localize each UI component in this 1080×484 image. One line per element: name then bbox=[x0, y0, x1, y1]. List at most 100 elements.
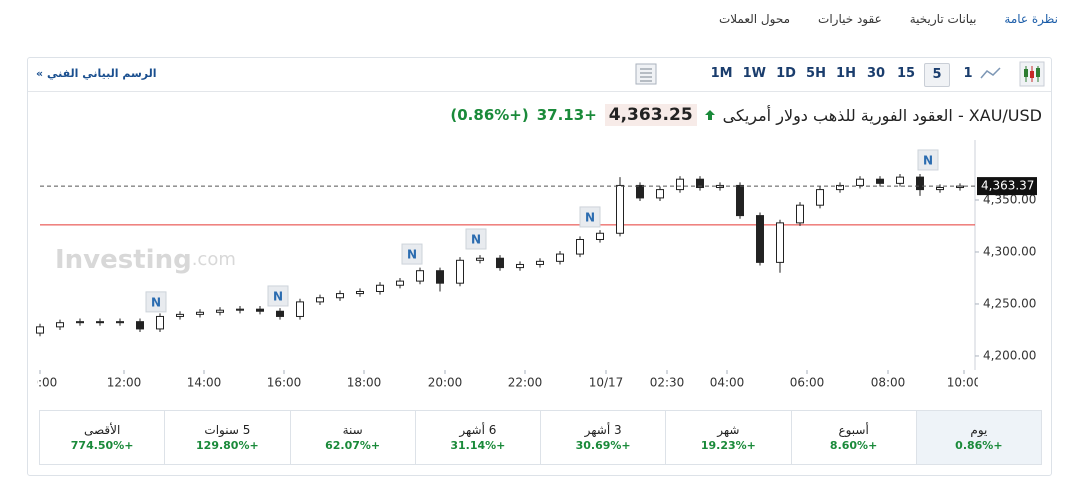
y-tick-label: 4,350.00 bbox=[983, 192, 1036, 206]
period-label: سنة bbox=[342, 423, 363, 437]
news-marker-label: N bbox=[923, 153, 933, 167]
candle-body bbox=[216, 309, 224, 313]
news-marker-label: N bbox=[407, 248, 417, 262]
candle-body bbox=[196, 311, 204, 315]
candle-body bbox=[756, 215, 764, 263]
up-arrow bbox=[704, 110, 715, 120]
period-label: أسبوع bbox=[838, 423, 869, 437]
candle-body bbox=[356, 290, 364, 295]
candle-body bbox=[496, 257, 504, 269]
x-tick-label: 10:00 bbox=[947, 376, 982, 390]
candle-body bbox=[636, 184, 644, 199]
separator bbox=[28, 91, 1051, 92]
candle-body bbox=[656, 189, 664, 199]
candle-body bbox=[536, 260, 544, 265]
candle-body bbox=[56, 322, 64, 328]
period-change: +129.80% bbox=[196, 439, 259, 452]
x-tick-label: 04:00 bbox=[710, 376, 745, 390]
candle-body bbox=[376, 284, 384, 292]
candle-body bbox=[316, 297, 324, 303]
performance-cell: 6 أشهر +31.14% bbox=[414, 411, 540, 464]
tab[interactable]: بيانات تاريخية bbox=[909, 12, 977, 26]
tabs: نظرة عامة بيانات تاريخية عقود خيارات محو… bbox=[719, 12, 1058, 26]
x-tick-label: 20:00 bbox=[428, 376, 463, 390]
period-change: +774.50% bbox=[70, 439, 134, 452]
period-change: +62.07% bbox=[325, 439, 381, 452]
candle-body bbox=[936, 187, 944, 191]
x-tick-label: 12:00 bbox=[107, 376, 142, 390]
x-tick-label: 02:30 bbox=[650, 376, 685, 390]
interval-button[interactable]: 1M bbox=[710, 66, 733, 81]
period-label: يوم bbox=[970, 423, 988, 437]
news-marker[interactable] bbox=[917, 149, 939, 171]
period-label: 5 سنوات bbox=[204, 423, 251, 437]
interval-button[interactable]: 1 bbox=[963, 66, 973, 81]
candle-body bbox=[96, 321, 104, 324]
candle-body bbox=[856, 178, 864, 186]
tab[interactable]: محول العملات bbox=[718, 12, 791, 26]
period-change: +8.60% bbox=[829, 439, 878, 452]
news-marker-label: N bbox=[585, 210, 595, 224]
candle-body bbox=[696, 178, 704, 189]
interval-button[interactable]: 1D bbox=[776, 66, 796, 81]
candle-body bbox=[576, 239, 584, 255]
last-price-box bbox=[977, 177, 1037, 196]
quote: XAU/USD - العقود الفورية للذهب دولار أمر… bbox=[450, 104, 1042, 126]
candle-body bbox=[616, 184, 624, 234]
change-pct: (+0.86%) bbox=[450, 106, 529, 124]
news-marker[interactable] bbox=[401, 243, 423, 265]
news-marker[interactable] bbox=[465, 228, 487, 250]
candle-body bbox=[896, 176, 904, 184]
x-tick-label: 14:00 bbox=[187, 376, 222, 390]
interval-button[interactable]: 30 bbox=[866, 66, 886, 81]
x-tick-label: 18:00 bbox=[347, 376, 382, 390]
interval-button[interactable]: 1W bbox=[742, 66, 766, 81]
performance-cell: الأقصى +774.50% bbox=[40, 411, 164, 464]
news-marker[interactable] bbox=[267, 285, 289, 307]
x-tick-label: 22:00 bbox=[508, 376, 543, 390]
candle-body bbox=[596, 232, 604, 241]
news-marker[interactable] bbox=[579, 206, 601, 228]
x-tick-label: 08:00 bbox=[871, 376, 906, 390]
interval-button[interactable]: 15 bbox=[896, 66, 916, 81]
period-change: +30.69% bbox=[575, 439, 631, 452]
candle-body bbox=[176, 313, 184, 317]
interval-button[interactable]: 1H bbox=[836, 66, 856, 81]
period-change: +0.86% bbox=[955, 439, 1003, 452]
candle-body bbox=[416, 270, 424, 282]
y-tick-label: 4,300.00 bbox=[983, 244, 1036, 258]
price: 4,363.25 bbox=[604, 104, 697, 126]
x-tick-label: 06:00 bbox=[790, 376, 825, 390]
candle-body bbox=[816, 189, 824, 206]
watermark-suffix: .com bbox=[192, 249, 236, 270]
candle-body bbox=[776, 222, 784, 263]
performance-cell: شهر +19.23% bbox=[665, 411, 790, 464]
y-tick-label: 4,250.00 bbox=[983, 296, 1036, 310]
interval-button[interactable]: 5 bbox=[924, 63, 950, 87]
interval-button[interactable]: 5H bbox=[806, 66, 826, 81]
instrument-name: XAU/USD - العقود الفورية للذهب دولار أمر… bbox=[722, 105, 1042, 125]
candle-body bbox=[36, 326, 44, 334]
watermark-main: Investing bbox=[55, 245, 192, 275]
link-text[interactable]: الرسم البياني الفني bbox=[46, 67, 157, 80]
period-label: 6 أشهر bbox=[459, 423, 497, 437]
period-change: +19.23% bbox=[700, 439, 756, 452]
interval-buttons: 1 5 15 30 1H 5H 1D 1W 1M bbox=[709, 63, 980, 87]
candle-body bbox=[456, 259, 464, 284]
candle-body bbox=[916, 176, 924, 191]
candle-body bbox=[336, 293, 344, 299]
candle-body bbox=[516, 263, 524, 269]
performance-cell: 5 سنوات +129.80% bbox=[164, 411, 289, 464]
news-marker[interactable] bbox=[145, 291, 167, 313]
tab[interactable]: نظرة عامة bbox=[1004, 12, 1058, 26]
link-arrow[interactable]: » bbox=[36, 67, 44, 80]
candle-body bbox=[556, 253, 564, 262]
tab[interactable]: عقود خيارات bbox=[818, 12, 882, 26]
x-tick-label: 10:00 bbox=[23, 376, 58, 390]
last-price-label: 4,363.37 bbox=[981, 179, 1034, 193]
y-tick-label: 4,200.00 bbox=[983, 348, 1036, 362]
period-label: شهر bbox=[717, 423, 740, 437]
candle-body bbox=[836, 184, 844, 191]
technical-link[interactable]: الرسم البياني الفني » bbox=[36, 67, 157, 80]
